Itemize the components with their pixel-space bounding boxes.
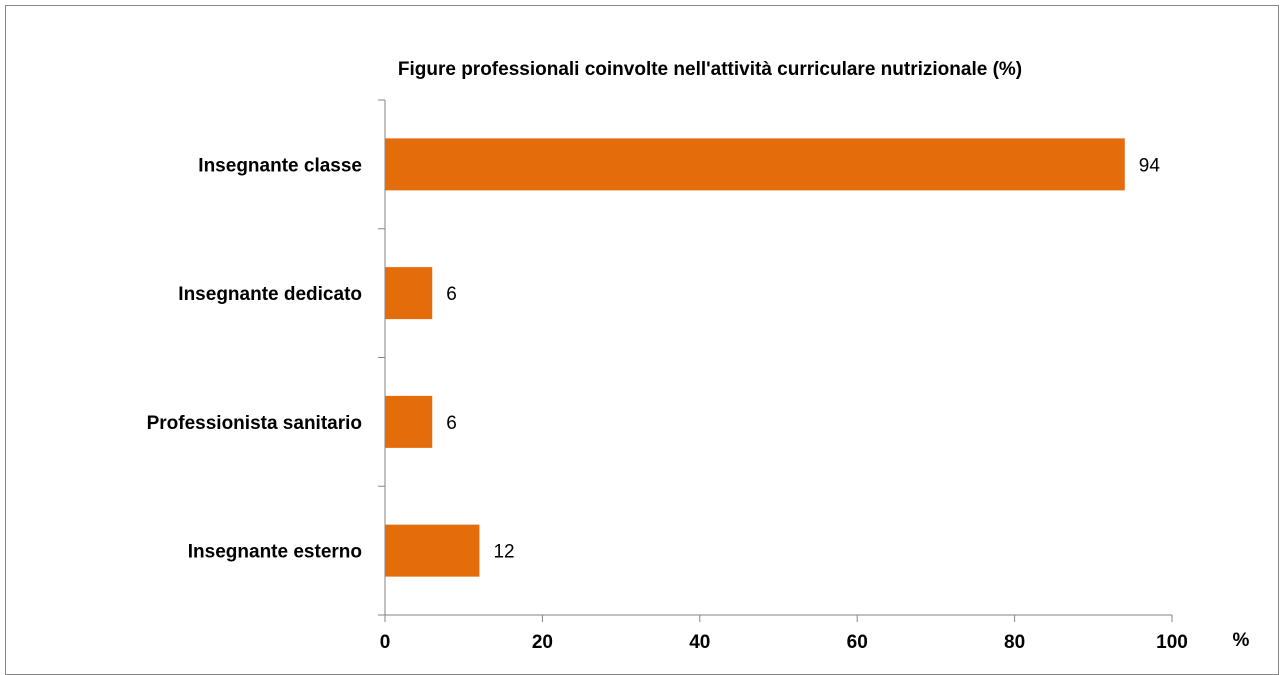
- x-tick-label: 20: [532, 632, 553, 653]
- x-tick-label: 80: [1004, 632, 1025, 653]
- bar: [385, 267, 433, 320]
- data-label: 12: [493, 542, 514, 563]
- x-tick-label: 0: [380, 632, 391, 653]
- bar: [385, 138, 1125, 191]
- x-axis-unit-label: %: [1233, 630, 1250, 651]
- chart-title: Figure professionali coinvolte nell'atti…: [398, 59, 1022, 80]
- data-label: 6: [446, 284, 457, 305]
- data-label: 6: [446, 413, 457, 434]
- x-tick-label: 40: [689, 632, 710, 653]
- category-label: Insegnante esterno: [188, 542, 362, 563]
- category-label: Professionista sanitario: [147, 413, 362, 434]
- x-tick-label: 100: [1156, 632, 1188, 653]
- bar: [385, 524, 480, 577]
- bar: [385, 395, 433, 448]
- category-label: Insegnante classe: [198, 155, 362, 176]
- category-label: Insegnante dedicato: [178, 284, 362, 305]
- x-tick-label: 60: [847, 632, 868, 653]
- data-label: 94: [1139, 155, 1161, 176]
- plot-area: 0 20 40 60 80 100 Insegnante classe 94 Insegnant…: [147, 99, 1188, 653]
- chart-frame: [5, 5, 1279, 675]
